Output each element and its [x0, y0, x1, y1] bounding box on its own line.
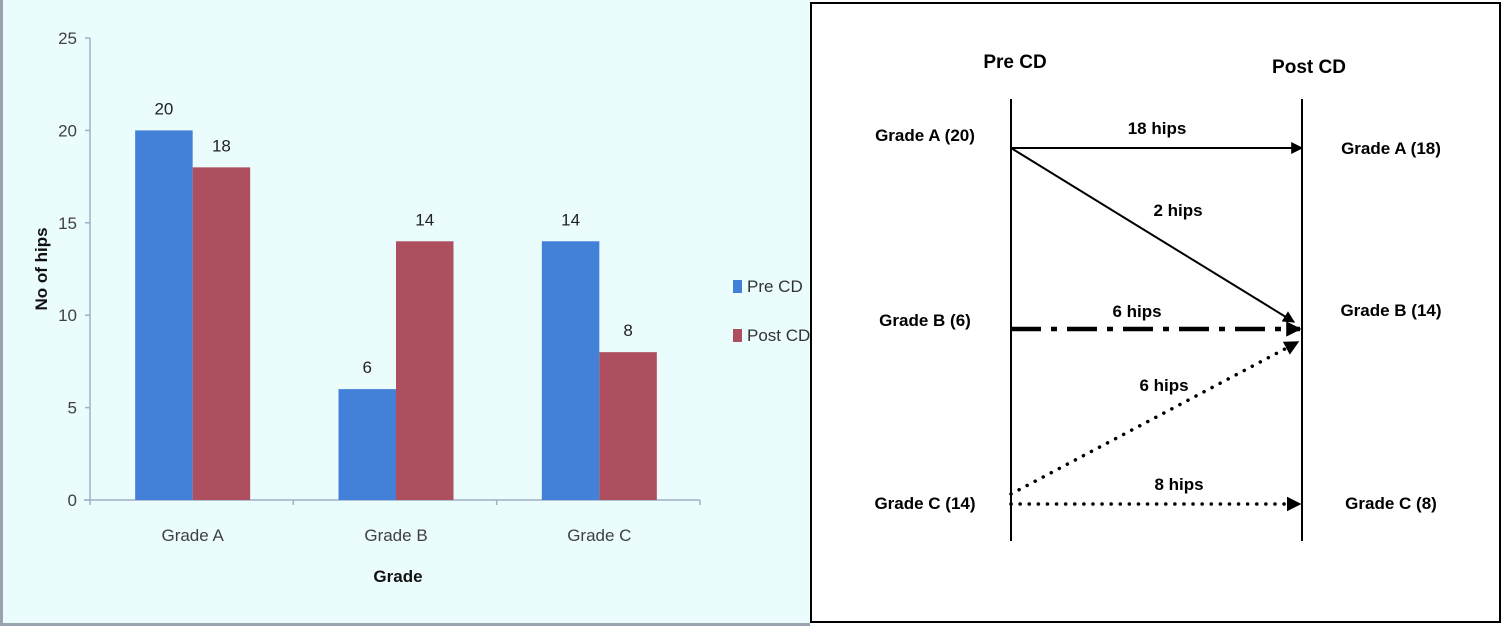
bar-pre-cd	[135, 130, 193, 500]
pre-node-grade-b: Grade B (6)	[879, 311, 971, 330]
bars	[135, 130, 657, 501]
legend-label: Pre CD	[747, 277, 803, 296]
legend-swatch	[733, 280, 742, 293]
data-label: 20	[154, 99, 173, 118]
data-labels: 20 18 6 14 14 8	[154, 99, 632, 377]
data-label: 18	[212, 136, 231, 155]
bar-post-cd	[192, 167, 251, 501]
flow-label-b-to-b: 6 hips	[1112, 302, 1161, 321]
flow-label-c-to-c: 8 hips	[1154, 475, 1203, 494]
data-label: 14	[415, 210, 434, 229]
x-axis-ticks	[89, 500, 701, 505]
legend-label: Post CD	[747, 326, 810, 345]
transition-diagram-panel: Pre CD Post CD Grade A (20) Grade B (6) …	[810, 2, 1501, 623]
flow-arrow-a-to-b	[1010, 147, 1296, 323]
transition-diagram: Pre CD Post CD Grade A (20) Grade B (6) …	[874, 52, 1442, 541]
data-label: 8	[623, 321, 632, 340]
bar-pre-cd	[338, 389, 396, 500]
data-label: 14	[561, 210, 580, 229]
category-label: Grade B	[364, 526, 427, 545]
post-node-grade-b: Grade B (14)	[1340, 301, 1441, 320]
pre-node-grade-a: Grade A (20)	[875, 126, 975, 145]
x-axis-title: Grade	[373, 567, 422, 586]
flow-label-a-to-a: 18 hips	[1128, 119, 1187, 138]
y-tick-label: 15	[58, 214, 77, 233]
post-node-grade-a: Grade A (18)	[1341, 139, 1441, 158]
bar-post-cd	[396, 241, 454, 500]
legend-swatch	[733, 329, 742, 342]
post-node-grade-c: Grade C (8)	[1345, 494, 1437, 513]
bar-post-cd	[599, 352, 657, 500]
data-label: 6	[363, 358, 372, 377]
category-label: Grade C	[567, 526, 631, 545]
category-label: Grade A	[161, 526, 224, 545]
y-axis-ticks: 0 5 10 15 20 25	[58, 29, 90, 510]
category-labels: Grade A Grade B Grade C	[161, 526, 631, 545]
y-tick-label: 5	[68, 399, 77, 418]
flow-label-a-to-b: 2 hips	[1153, 201, 1202, 220]
y-tick-label: 20	[58, 121, 77, 140]
y-axis-title: No of hips	[32, 227, 51, 310]
flow-label-c-to-b: 6 hips	[1139, 376, 1188, 395]
y-tick-label: 10	[58, 306, 77, 325]
bar-chart-panel: 0 5 10 15 20 25 20 18 6 14 14 8 Grade A Grade B Grad…	[0, 0, 810, 626]
bar-pre-cd	[541, 241, 600, 500]
y-tick-label: 0	[68, 491, 77, 510]
y-tick-label: 25	[58, 29, 77, 48]
legend: Pre CD Post CD	[733, 277, 810, 345]
pre-node-grade-c: Grade C (14)	[874, 494, 975, 513]
flow-arrow-c-to-b	[1009, 340, 1300, 496]
post-cd-header: Post CD	[1272, 57, 1346, 78]
pre-cd-header: Pre CD	[983, 52, 1046, 73]
